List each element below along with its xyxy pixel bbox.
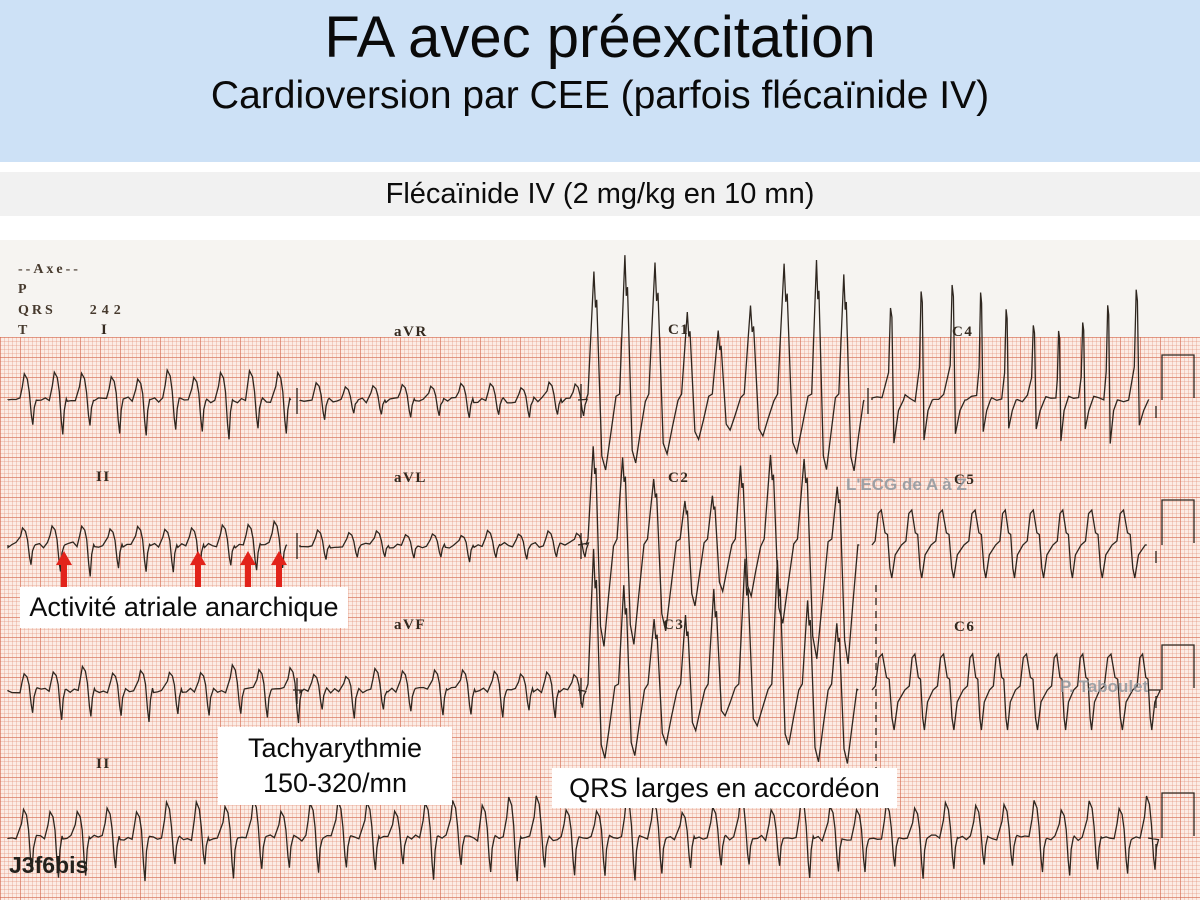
dose-banner-text: Flécaïnide IV (2 mg/kg en 10 mn) [385, 177, 815, 210]
red-up-arrow-icon [240, 551, 256, 590]
annotation-atrial-activity: Activité atriale anarchique [20, 587, 348, 628]
dose-banner: Flécaïnide IV (2 mg/kg en 10 mn) [0, 172, 1200, 216]
lead-label-c5: C5 [954, 472, 976, 488]
lead-label-avr: aVR [394, 324, 428, 340]
lead-label-c6: C6 [954, 619, 976, 635]
annotation-tachyarrhythmia: Tachyarythmie 150-320/mn [218, 727, 452, 805]
slide-title: FA avec préexcitation [324, 5, 876, 70]
slide-subtitle: Cardioversion par CEE (parfois flécaïnid… [210, 73, 990, 117]
watermark-1: L'ECG de A à Z [846, 475, 967, 494]
lead-label-ii: II [96, 469, 111, 485]
red-up-arrow-icon [56, 551, 72, 590]
lead-label-avf: aVF [394, 617, 426, 633]
lead-label-c1: C1 [668, 322, 690, 338]
axis-line-axe: --Axe-- [18, 262, 81, 277]
figure-id: J3f6bis [9, 852, 89, 878]
watermark-2: P. Taboulet [1060, 677, 1149, 696]
lead-label-i: I [101, 322, 109, 338]
annotation-tachy-line2: 150-320/mn [262, 768, 408, 798]
red-up-arrow-icon [190, 551, 206, 590]
axis-line-qrs: QRS 242 [18, 302, 126, 318]
ecg-traces [7, 255, 1195, 882]
ecg-axis-readout: --Axe-- P QRS 242 T [18, 260, 126, 341]
lead-label-c2: C2 [668, 470, 690, 486]
axis-line-p: P [18, 282, 30, 298]
red-up-arrow-icon [271, 551, 287, 590]
lead-label-ii: II [96, 756, 111, 772]
title-block: FA avec préexcitation Cardioversion par … [0, 0, 1200, 162]
qrs-axis-value: 242 [89, 302, 126, 318]
lead-label-c4: C4 [952, 324, 974, 340]
annotation-tachy-line1: Tachyarythmie [247, 732, 423, 763]
lead-label-avl: aVL [394, 470, 427, 486]
lead-label-c3: C3 [663, 617, 685, 633]
annotation-wide-qrs: QRS larges en accordéon [552, 768, 897, 808]
axis-line-t: T [18, 322, 31, 338]
